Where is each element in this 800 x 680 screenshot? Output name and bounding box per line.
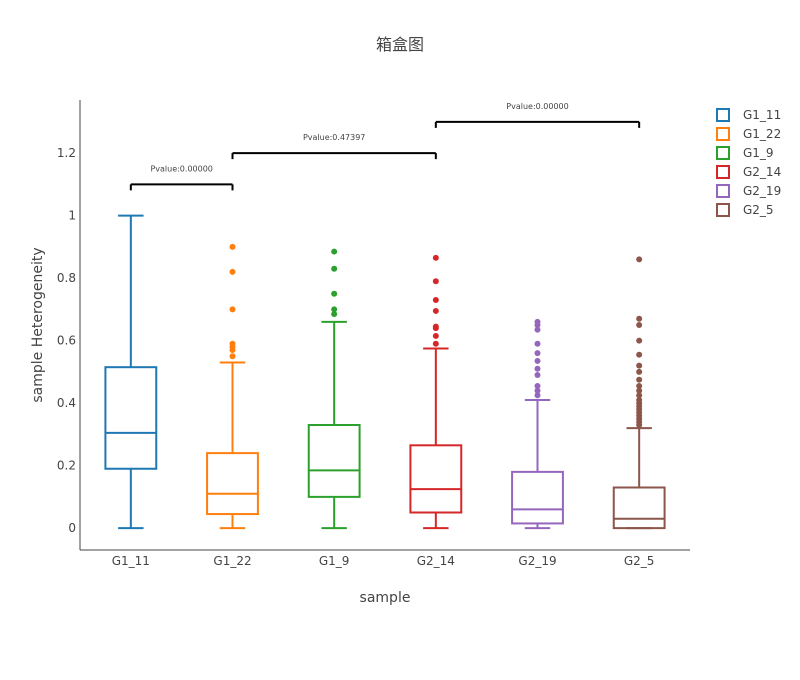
outlier-point (331, 265, 338, 272)
iqr-box (206, 452, 259, 516)
x-tick-label: G2_14 (417, 554, 455, 568)
outlier-point (229, 340, 236, 347)
legend-label: G2_5 (743, 203, 774, 217)
iqr-box (104, 366, 158, 470)
outlier-point (636, 387, 643, 394)
y-tick-label: 1 (68, 209, 76, 223)
outlier-point (534, 350, 541, 357)
outlier-point (432, 307, 439, 314)
box-G1_11 (104, 214, 158, 530)
box-G1_9 (307, 248, 361, 530)
outlier-point (432, 297, 439, 303)
outlier-point (534, 392, 541, 399)
x-tick-label: G1_22 (213, 554, 251, 568)
outlier-point (534, 340, 541, 347)
legend-item-G2_14: G2_14 (716, 165, 781, 179)
outlier-point (432, 340, 439, 347)
outlier-point (432, 323, 439, 330)
outlier-point (636, 256, 643, 263)
y-axis: 0 0.2 0.4 0.6 0.8 1 1.2 (57, 100, 81, 550)
outlier-point (229, 268, 236, 275)
box-G2_14 (409, 254, 463, 530)
significance-bracket: Pvalue:0.00000 (434, 102, 641, 128)
legend-item-G1_22: G1_22 (716, 127, 781, 141)
legend-swatch (716, 127, 730, 141)
outlier-point (636, 382, 643, 389)
outlier-point (636, 362, 643, 369)
box-G2_5 (612, 256, 666, 530)
legend-label: G2_14 (743, 165, 781, 179)
outlier-point (636, 322, 643, 328)
legend-item-G1_11: G1_11 (716, 108, 781, 122)
outlier-point (636, 392, 643, 399)
outlier-point (331, 306, 338, 313)
outlier-point (331, 290, 338, 297)
outlier-point (229, 353, 236, 360)
x-axis: G1_11 G1_22 G1_9 G2_14 G2_19 G2_5 (80, 549, 690, 568)
iqr-box (511, 470, 564, 525)
legend-label: G1_22 (743, 127, 781, 141)
boxes (104, 214, 666, 530)
outlier-point (636, 368, 643, 375)
legend-swatch (716, 146, 730, 160)
outlier-point (534, 372, 541, 378)
legend-swatch (716, 165, 730, 179)
legend-label: G1_11 (743, 108, 781, 122)
significance-bracket: Pvalue:0.00000 (129, 164, 234, 191)
iqr-box (409, 444, 463, 514)
y-tick-label: 0.6 (57, 334, 76, 348)
outlier-point (636, 337, 643, 344)
x-tick-label: G1_9 (319, 554, 350, 568)
y-tick-label: 0.8 (57, 271, 76, 285)
iqr-box (612, 486, 666, 530)
outlier-point (432, 278, 439, 285)
pvalue-label: Pvalue:0.00000 (506, 102, 568, 111)
y-tick-label: 0.2 (57, 459, 76, 473)
outlier-point (534, 326, 541, 333)
box-G1_22 (206, 243, 259, 530)
x-tick-label: G2_5 (624, 554, 655, 568)
outlier-point (331, 311, 338, 318)
legend-swatch (716, 203, 730, 217)
significance-brackets: Pvalue:0.00000 Pvalue:0.47397 Pvalue:0.000… (129, 102, 641, 191)
legend: G1_11 G1_22 G1_9 G2_14 G2_19 G2_5 (716, 108, 781, 217)
legend-label: G2_19 (743, 184, 781, 198)
outlier-point (534, 382, 541, 389)
legend-item-G2_19: G2_19 (716, 184, 781, 198)
y-tick-label: 1.2 (57, 146, 76, 160)
outlier-point (229, 306, 236, 313)
x-axis-title: sample (360, 590, 411, 606)
pvalue-label: Pvalue:0.00000 (150, 164, 212, 173)
chart-title: 箱盒图 (376, 35, 424, 54)
y-tick-label: 0.4 (57, 396, 76, 410)
legend-swatch (716, 184, 730, 198)
legend-swatch (716, 108, 730, 122)
outlier-point (534, 318, 541, 325)
outlier-point (534, 365, 541, 372)
outlier-point (636, 376, 643, 383)
outlier-point (534, 357, 541, 364)
legend-item-G1_9: G1_9 (716, 146, 774, 160)
outlier-point (534, 387, 541, 394)
outlier-point (432, 254, 439, 261)
x-tick-label: G2_19 (518, 554, 556, 568)
legend-label: G1_9 (743, 146, 774, 160)
significance-bracket: Pvalue:0.47397 (231, 133, 437, 160)
y-axis-title: sample Heterogeneity (30, 247, 46, 402)
x-tick-label: G1_11 (112, 554, 150, 568)
iqr-box (307, 424, 361, 498)
y-tick-label: 0 (68, 521, 76, 535)
pvalue-label: Pvalue:0.47397 (303, 133, 365, 142)
outlier-point (636, 397, 643, 403)
outlier-point (636, 315, 643, 322)
outlier-point (636, 351, 643, 358)
legend-item-G2_5: G2_5 (716, 203, 774, 217)
outlier-point (331, 248, 338, 255)
box-G2_19 (511, 318, 564, 530)
outlier-point (432, 332, 439, 339)
outlier-point (229, 243, 236, 250)
